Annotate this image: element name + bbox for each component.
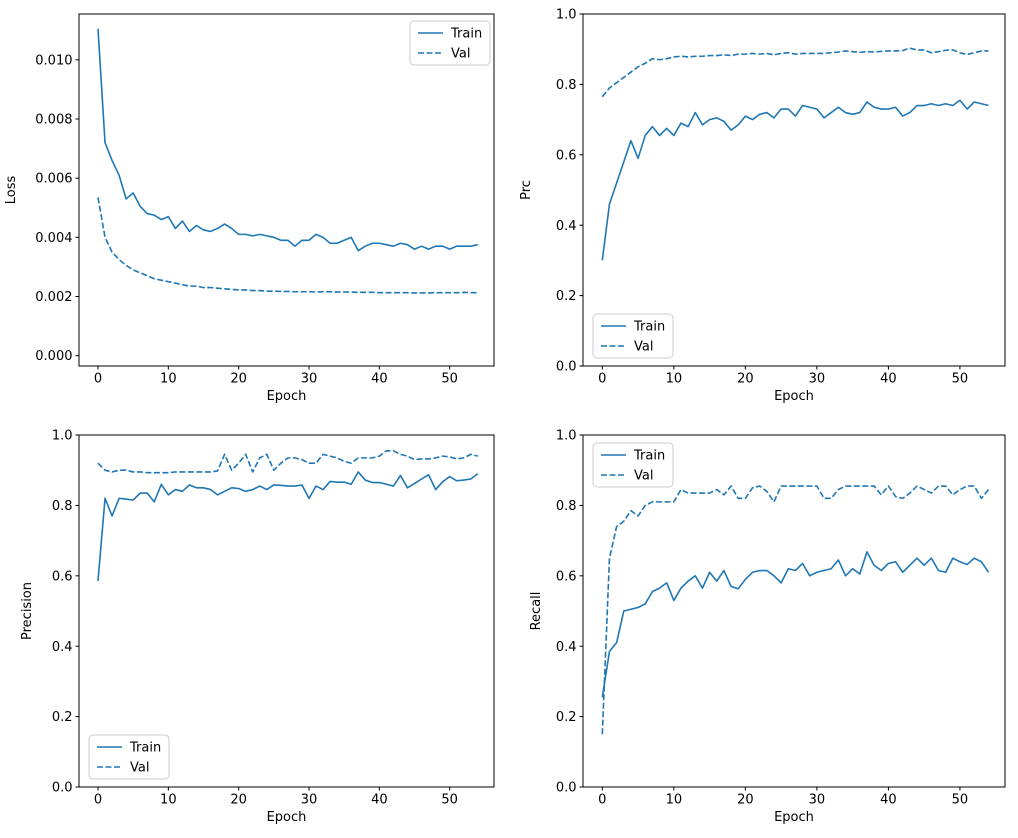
recall-train-line: [601, 551, 990, 698]
legend-val-label: Val: [634, 340, 653, 355]
y-tick-label: 0.2: [556, 289, 577, 304]
prc-x-axis-label: Epoch: [774, 389, 814, 404]
y-tick-label: 1.0: [556, 8, 577, 23]
precision-legend: Train Val: [88, 734, 170, 780]
y-tick-label: 0.4: [52, 640, 73, 655]
prc-chart: 0 10 20 30 40 50 0.0 0.2 0.4 0.6 0.8 1.0 Epoch Prc Tra…: [519, 8, 1006, 404]
recall-chart: 0 10 20 30 40 50 0.0 0.2 0.4 0.6 0.8 1.0 Epoch Recall…: [529, 429, 1006, 825]
x-tick-label: 50: [441, 372, 458, 387]
x-tick-label: 40: [880, 793, 897, 808]
prc-train-line: [601, 99, 989, 261]
x-tick-label: 10: [160, 793, 177, 808]
legend-val-label: Val: [634, 469, 653, 484]
y-tick-label: 1.0: [556, 429, 577, 444]
x-tick-label: 20: [230, 372, 247, 387]
y-tick-label: 0.6: [52, 569, 73, 584]
prc-axes-frame: [582, 13, 1006, 367]
x-tick-label: 30: [809, 372, 826, 387]
legend-val-label: Val: [130, 761, 149, 776]
y-tick-label: 0.000: [35, 349, 72, 364]
y-tick-label: 0.2: [52, 710, 73, 725]
y-tick-label: 0.4: [556, 640, 577, 655]
x-tick-label: 50: [952, 793, 969, 808]
prc-y-axis-label: Prc: [519, 180, 534, 200]
x-tick-label: 20: [737, 372, 754, 387]
y-tick-label: 0.002: [35, 290, 72, 305]
legend-val-label: Val: [451, 47, 470, 62]
y-tick-label: 0.004: [35, 231, 72, 246]
x-tick-label: 10: [666, 793, 683, 808]
legend-box: [592, 442, 674, 488]
recall-axes-frame: [582, 434, 1006, 788]
y-tick-label: 0.010: [35, 53, 72, 68]
y-tick-label: 0.0: [556, 781, 577, 796]
loss-val-line: [97, 197, 478, 294]
x-tick-label: 0: [94, 372, 102, 387]
loss-chart: 0 10 20 30 40 50 0.000 0.002 0.004 0.006 0.008 0.01…: [4, 13, 495, 404]
legend-box: [88, 734, 170, 780]
y-tick-label: 0.0: [52, 781, 73, 796]
loss-legend: Train Val: [409, 20, 491, 66]
legend-train-label: Train: [633, 320, 665, 335]
x-tick-label: 10: [666, 372, 683, 387]
x-tick-label: 20: [230, 793, 247, 808]
y-tick-label: 0.8: [556, 78, 577, 93]
precision-train-line: [97, 471, 479, 582]
y-tick-label: 0.4: [556, 219, 577, 234]
prc-legend: Train Val: [592, 313, 674, 359]
x-tick-label: 30: [301, 372, 318, 387]
precision-axes-frame: [78, 434, 495, 788]
x-tick-label: 30: [809, 793, 826, 808]
y-tick-label: 0.8: [52, 499, 73, 514]
prc-val-line: [601, 47, 989, 98]
legend-box: [409, 20, 491, 66]
x-tick-label: 30: [301, 793, 318, 808]
legend-train-label: Train: [129, 741, 161, 756]
precision-val-line: [97, 450, 479, 474]
y-tick-label: 0.008: [35, 113, 72, 128]
y-tick-label: 0.6: [556, 569, 577, 584]
x-tick-label: 0: [598, 793, 606, 808]
legend-train-label: Train: [450, 27, 482, 42]
x-tick-label: 50: [952, 372, 969, 387]
x-tick-label: 50: [441, 793, 458, 808]
loss-x-axis-label: Epoch: [267, 389, 307, 404]
x-tick-label: 20: [737, 793, 754, 808]
precision-chart: 0 10 20 30 40 50 0.0 0.2 0.4 0.6 0.8 1.0 Epoch Precis…: [20, 429, 495, 825]
legend-box: [592, 313, 674, 359]
x-tick-label: 0: [598, 372, 606, 387]
y-tick-label: 0.006: [35, 172, 72, 187]
precision-y-axis-label: Precision: [20, 582, 35, 640]
precision-x-axis-label: Epoch: [267, 810, 307, 825]
recall-y-axis-label: Recall: [529, 592, 544, 631]
recall-val-line: [601, 485, 990, 735]
x-tick-label: 40: [880, 372, 897, 387]
loss-y-axis-label: Loss: [4, 176, 19, 205]
y-tick-label: 1.0: [52, 429, 73, 444]
x-tick-label: 40: [371, 793, 388, 808]
y-tick-label: 0.8: [556, 499, 577, 514]
recall-legend: Train Val: [592, 442, 674, 488]
loss-train-line: [97, 28, 478, 252]
recall-x-axis-label: Epoch: [774, 810, 814, 825]
x-tick-label: 0: [94, 793, 102, 808]
y-tick-label: 0.0: [556, 360, 577, 375]
loss-axes-frame: [78, 13, 495, 367]
x-tick-label: 40: [371, 372, 388, 387]
x-tick-label: 10: [160, 372, 177, 387]
legend-train-label: Train: [633, 449, 665, 464]
y-tick-label: 0.6: [556, 148, 577, 163]
y-tick-label: 0.2: [556, 710, 577, 725]
